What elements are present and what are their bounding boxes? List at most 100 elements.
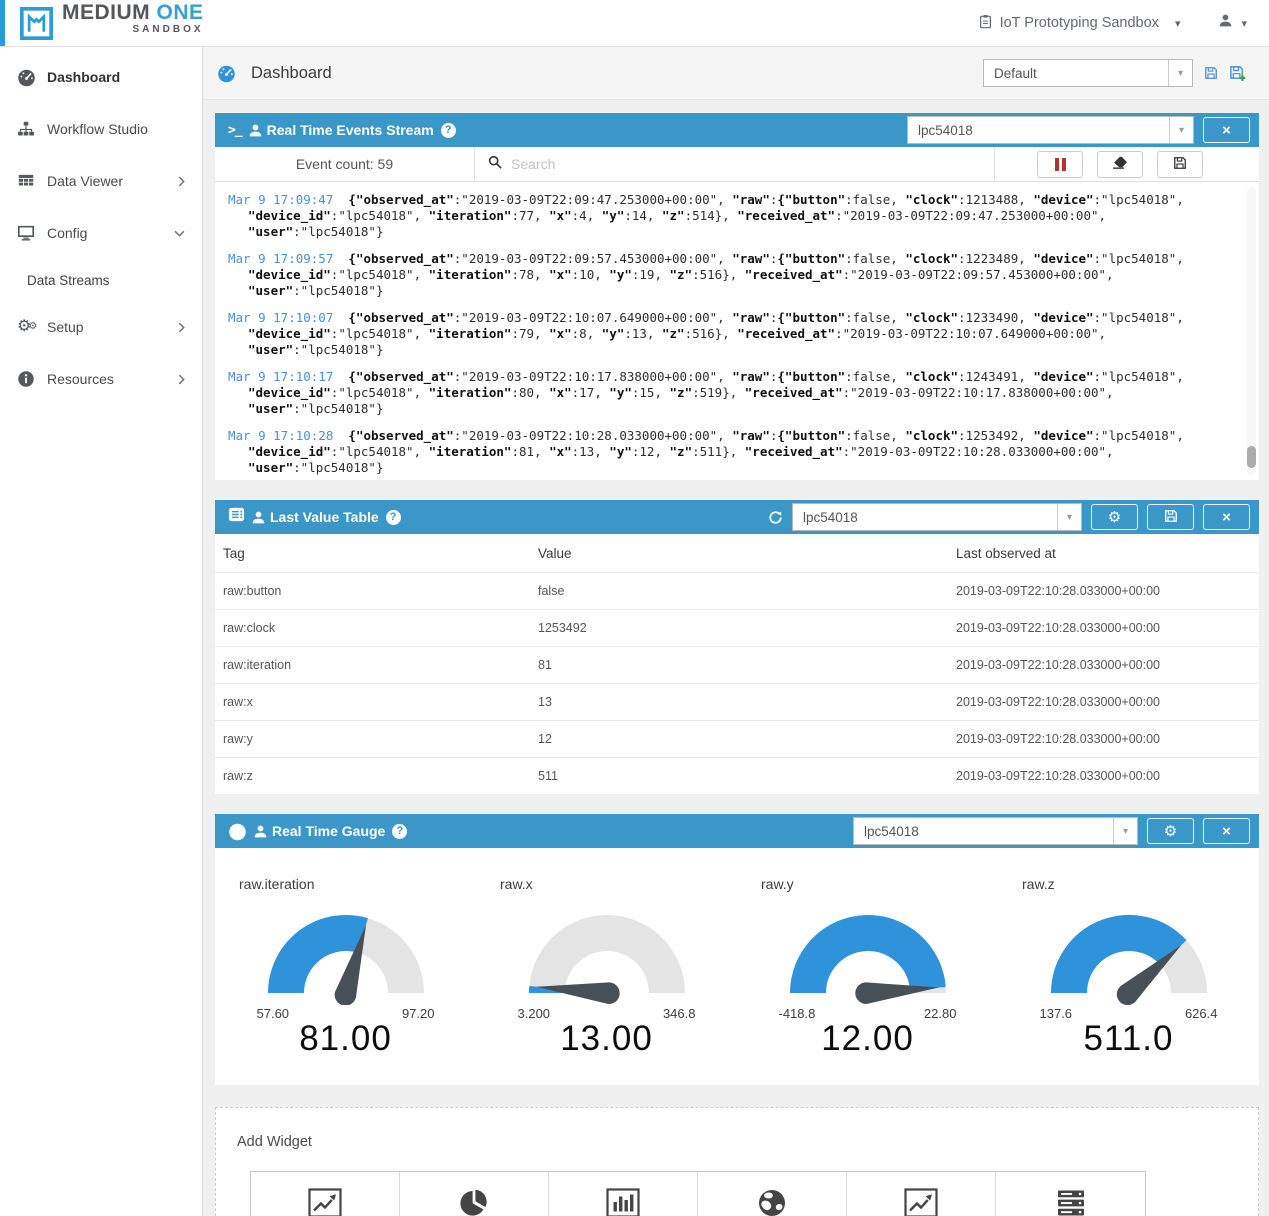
terminal-icon: >_ bbox=[228, 122, 243, 138]
close-icon: × bbox=[1222, 822, 1231, 840]
table-cell: raw:z bbox=[215, 757, 530, 794]
lvt-save-button[interactable] bbox=[1147, 504, 1194, 530]
top-bar: MEDIUM ONE SANDBOX IoT Prototyping Sandb… bbox=[0, 0, 1269, 47]
gauge-max: 22.80 bbox=[923, 1006, 957, 1021]
sidebar-item-workflow-studio[interactable]: Workflow Studio bbox=[0, 103, 202, 155]
sidebar-item-resources[interactable]: Resources bbox=[0, 353, 202, 405]
log-entry: Mar 9 17:10:17 {"observed_at":"2019-03-0… bbox=[228, 369, 1184, 416]
close-lvt-widget-button[interactable]: × bbox=[1203, 504, 1250, 530]
chevron-down-icon: ▾ bbox=[1169, 117, 1193, 143]
gauge-max: 626.4 bbox=[1184, 1006, 1218, 1021]
save-dashboard-as-new-button[interactable] bbox=[1229, 65, 1246, 82]
table-cell: 2019-03-09T22:10:28.033000+00:00 bbox=[948, 683, 1259, 721]
events-device-select[interactable]: lpc54018 ▾ bbox=[907, 116, 1194, 144]
clear-stream-button[interactable] bbox=[1097, 150, 1143, 178]
table-cell: 1253492 bbox=[530, 609, 948, 647]
sidebar-item-dashboard[interactable]: Dashboard bbox=[0, 51, 202, 103]
table-cell: false bbox=[530, 572, 948, 610]
last-value-table-widget: Last Value Table ? lpc54018 ▾ ⚙ × Tag Val… bbox=[215, 500, 1259, 794]
brand-logo[interactable]: MEDIUM ONE SANDBOX bbox=[20, 2, 204, 45]
add-widget-option-pie-chart[interactable]: Grouped Users bbox=[400, 1172, 549, 1216]
real-time-gauge-header-actions: lpc54018 ▾ ⚙ × bbox=[853, 817, 1250, 845]
add-widget-option-server-list[interactable]: Single User bbox=[996, 1172, 1145, 1216]
gauge-value: 81.00 bbox=[299, 1019, 392, 1058]
scrollbar-track[interactable] bbox=[1247, 187, 1256, 475]
refresh-icon[interactable] bbox=[768, 510, 783, 525]
add-widget-panel: Add Widget Grouped UsersGrouped UsersGro… bbox=[215, 1107, 1259, 1216]
lvt-device-select-value: lpc54018 bbox=[803, 509, 858, 525]
gauge-settings-button[interactable]: ⚙ bbox=[1147, 818, 1194, 844]
lvt-device-select[interactable]: lpc54018 ▾ bbox=[792, 503, 1082, 531]
clipboard-icon bbox=[979, 14, 992, 33]
gauge-raw.x: raw.x 3.200 346.8 13.00 bbox=[476, 862, 737, 1059]
save-dashboard-button[interactable] bbox=[1204, 66, 1218, 80]
help-icon[interactable]: ? bbox=[385, 509, 401, 525]
brand-subtitle: SANDBOX bbox=[132, 23, 204, 35]
sidebar-item-setup[interactable]: ⚙ ⚙ Setup bbox=[0, 301, 202, 353]
page-header-actions: Default ▾ bbox=[983, 59, 1246, 87]
events-stream-header: >_ Real Time Events Stream ? lpc54018 ▾ … bbox=[215, 113, 1259, 147]
last-value-table-header: Last Value Table ? lpc54018 ▾ ⚙ × bbox=[215, 500, 1259, 534]
close-gauge-widget-button[interactable]: × bbox=[1203, 818, 1250, 844]
table-cell: raw:button bbox=[215, 572, 530, 610]
sidebar-subitem-data-streams[interactable]: Data Streams bbox=[0, 259, 202, 301]
info-icon bbox=[17, 370, 47, 388]
gauge-needle bbox=[334, 924, 366, 1005]
close-events-widget-button[interactable]: × bbox=[1203, 117, 1250, 143]
pie-chart-icon bbox=[459, 1187, 489, 1216]
gauge-min: 137.6 bbox=[1039, 1006, 1073, 1021]
tachometer-icon bbox=[17, 68, 47, 87]
last-value-table: Tag Value Last observed at raw:button false… bbox=[215, 534, 1259, 794]
add-widget-option-bar-chart[interactable]: Grouped Users bbox=[549, 1172, 698, 1216]
log-timestamp: Mar 9 17:10:17 bbox=[228, 369, 334, 384]
eraser-icon bbox=[1112, 156, 1128, 172]
gauges-row: raw.iteration 57.60 97.20 81.00 raw.x 3.200 34… bbox=[215, 848, 1259, 1085]
line-chart-icon bbox=[308, 1187, 342, 1216]
globe-icon bbox=[757, 1187, 787, 1216]
gauge-device-select[interactable]: lpc54018 ▾ bbox=[853, 817, 1138, 845]
add-widget-option-line-chart[interactable]: Single User bbox=[847, 1172, 996, 1216]
gear-icon: ⚙ bbox=[1107, 508, 1122, 526]
gauge-device-select-value: lpc54018 bbox=[864, 823, 919, 839]
brand-name-accent: ONE bbox=[156, 0, 204, 24]
search-box bbox=[475, 147, 995, 181]
lvt-settings-button[interactable]: ⚙ bbox=[1091, 504, 1138, 530]
user-menu[interactable]: ▾ bbox=[1218, 13, 1247, 33]
help-icon[interactable]: ? bbox=[440, 122, 456, 138]
gauge-needle bbox=[854, 982, 939, 1004]
column-header: Last observed at bbox=[956, 546, 1056, 561]
pause-stream-button[interactable] bbox=[1037, 150, 1083, 178]
sidebar-item-data-viewer[interactable]: Data Viewer bbox=[0, 155, 202, 207]
chevron-right-icon bbox=[178, 176, 185, 187]
dashboard-icon bbox=[217, 64, 236, 83]
log-timestamp: Mar 9 17:10:28 bbox=[228, 428, 334, 443]
table-cell: raw:iteration bbox=[215, 646, 530, 684]
add-widget-option-globe[interactable]: Grouped Users bbox=[698, 1172, 847, 1216]
gear-icon: ⚙ bbox=[1163, 822, 1178, 840]
line-chart-icon bbox=[904, 1187, 938, 1216]
event-count: Event count: 59 bbox=[215, 147, 475, 181]
sidebar-item-label: Data Viewer bbox=[47, 173, 124, 189]
save-stream-button[interactable] bbox=[1157, 150, 1203, 178]
page-title: Dashboard bbox=[251, 63, 332, 82]
table-header-row: Tag Value Last observed at bbox=[215, 534, 1259, 573]
workspace-selector[interactable]: IoT Prototyping Sandbox ▾ bbox=[979, 14, 1180, 33]
gauge-min: -418.8 bbox=[778, 1006, 816, 1021]
events-stream-widget: >_ Real Time Events Stream ? lpc54018 ▾ … bbox=[215, 113, 1259, 480]
log-entry: Mar 9 17:10:07 {"observed_at":"2019-03-0… bbox=[228, 310, 1184, 357]
search-input[interactable] bbox=[511, 156, 981, 172]
close-icon: × bbox=[1222, 508, 1231, 526]
sidebar-item-config[interactable]: Config bbox=[0, 207, 202, 259]
help-icon[interactable]: ? bbox=[392, 823, 408, 839]
add-widget-option-line-chart[interactable]: Grouped Users bbox=[251, 1172, 400, 1216]
server-list-icon bbox=[1055, 1187, 1087, 1216]
pause-icon bbox=[1061, 157, 1066, 171]
scrollbar-thumb[interactable] bbox=[1247, 446, 1256, 468]
dashboard-select[interactable]: Default ▾ bbox=[983, 59, 1193, 87]
add-widget-title: Add Widget bbox=[237, 1134, 312, 1150]
gauge-max: 346.8 bbox=[662, 1006, 696, 1021]
medium-one-logo-icon bbox=[20, 6, 53, 45]
real-time-gauge-title: Real Time Gauge bbox=[272, 823, 386, 839]
user-icon bbox=[251, 510, 266, 525]
user-icon bbox=[248, 123, 263, 138]
